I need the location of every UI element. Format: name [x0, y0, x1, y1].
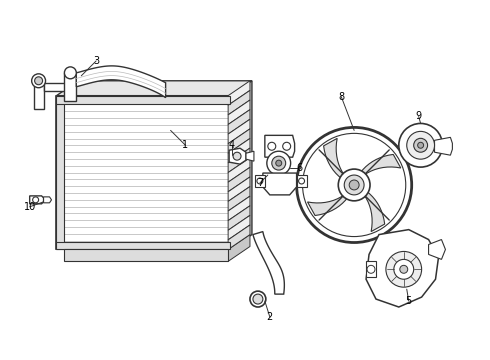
Polygon shape: [44, 83, 70, 91]
Circle shape: [407, 131, 435, 159]
Circle shape: [338, 169, 370, 201]
Circle shape: [253, 294, 263, 304]
Polygon shape: [56, 96, 230, 104]
Circle shape: [283, 142, 291, 150]
Polygon shape: [253, 231, 284, 294]
Circle shape: [298, 178, 305, 184]
Circle shape: [257, 178, 263, 184]
Text: 3: 3: [93, 56, 99, 66]
Polygon shape: [228, 225, 250, 249]
Polygon shape: [228, 109, 250, 134]
Circle shape: [296, 127, 412, 243]
Circle shape: [399, 123, 442, 167]
Polygon shape: [228, 206, 250, 230]
Polygon shape: [228, 90, 250, 115]
Circle shape: [394, 260, 414, 279]
Polygon shape: [228, 167, 250, 192]
Circle shape: [414, 138, 428, 152]
Text: 6: 6: [296, 163, 303, 173]
Polygon shape: [230, 81, 252, 249]
Circle shape: [344, 175, 364, 195]
Text: 8: 8: [338, 92, 344, 102]
Circle shape: [349, 180, 359, 190]
Polygon shape: [56, 96, 64, 249]
Circle shape: [302, 133, 406, 237]
Polygon shape: [76, 66, 166, 98]
Polygon shape: [366, 230, 439, 307]
Circle shape: [367, 265, 375, 273]
Polygon shape: [228, 177, 250, 201]
Text: 4: 4: [229, 140, 235, 150]
Polygon shape: [429, 239, 445, 260]
Polygon shape: [228, 215, 250, 240]
Polygon shape: [64, 249, 228, 261]
Polygon shape: [44, 197, 51, 203]
Polygon shape: [228, 148, 250, 172]
Polygon shape: [228, 100, 250, 125]
Polygon shape: [56, 96, 230, 249]
Text: 1: 1: [182, 140, 189, 150]
Polygon shape: [64, 73, 76, 100]
Circle shape: [267, 151, 291, 175]
Polygon shape: [34, 81, 44, 109]
Polygon shape: [255, 175, 265, 187]
Text: 9: 9: [416, 112, 422, 121]
Circle shape: [276, 160, 282, 166]
Polygon shape: [296, 175, 307, 187]
Circle shape: [272, 156, 286, 170]
Polygon shape: [56, 242, 230, 249]
Polygon shape: [361, 154, 401, 175]
Polygon shape: [228, 186, 250, 211]
Circle shape: [233, 152, 241, 160]
Circle shape: [35, 77, 43, 85]
Polygon shape: [246, 151, 254, 161]
Circle shape: [268, 142, 276, 150]
Circle shape: [386, 251, 421, 287]
Circle shape: [64, 67, 76, 79]
Polygon shape: [56, 81, 252, 96]
Polygon shape: [228, 129, 250, 153]
Text: 2: 2: [267, 312, 273, 322]
Polygon shape: [435, 137, 452, 155]
Polygon shape: [228, 158, 250, 182]
Polygon shape: [263, 173, 296, 195]
Text: 5: 5: [406, 296, 412, 306]
Polygon shape: [364, 191, 385, 231]
Circle shape: [33, 197, 39, 203]
Polygon shape: [228, 196, 250, 221]
Circle shape: [32, 74, 46, 88]
Circle shape: [417, 142, 424, 148]
Polygon shape: [228, 139, 250, 163]
Circle shape: [250, 291, 266, 307]
Polygon shape: [265, 135, 294, 157]
Circle shape: [400, 265, 408, 273]
Text: 10: 10: [24, 202, 36, 212]
Polygon shape: [308, 195, 348, 216]
Text: 7: 7: [257, 178, 263, 188]
Polygon shape: [323, 138, 344, 179]
Polygon shape: [228, 81, 250, 105]
Polygon shape: [229, 148, 246, 164]
Polygon shape: [228, 235, 250, 261]
Polygon shape: [366, 261, 376, 277]
Polygon shape: [30, 196, 44, 204]
Polygon shape: [228, 119, 250, 144]
